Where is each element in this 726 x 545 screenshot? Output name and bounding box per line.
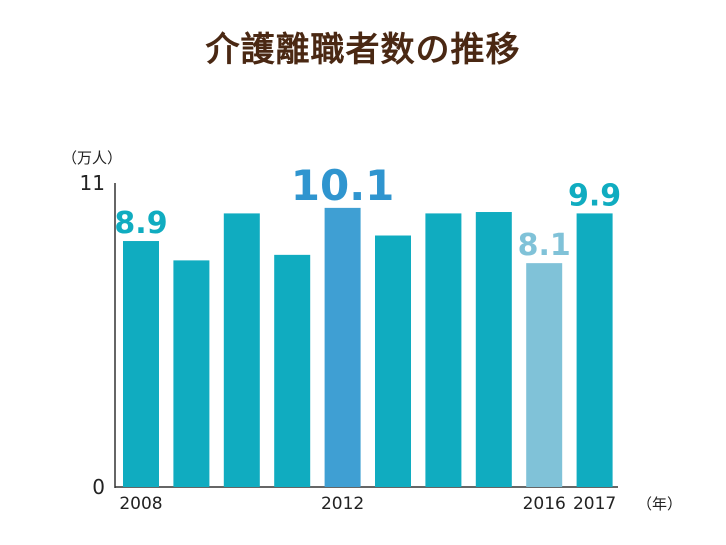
x-tick-label-2017: 2017 xyxy=(573,494,616,514)
bar-2016 xyxy=(526,263,563,487)
x-unit-label: （年） xyxy=(637,495,682,513)
data-label-2017: 9.9 xyxy=(568,178,621,213)
bar-2017 xyxy=(576,213,613,487)
bar-2012 xyxy=(324,207,361,487)
data-label-2012: 10.1 xyxy=(291,161,395,210)
bar-2011 xyxy=(274,254,311,487)
bar-2008 xyxy=(123,241,159,487)
y-tick-label: 0 xyxy=(92,475,105,499)
bar-2015 xyxy=(475,212,512,487)
chart-title: 介護離職者数の推移 xyxy=(205,30,521,70)
data-label-2016: 8.1 xyxy=(518,228,571,263)
bar-2014 xyxy=(425,213,462,487)
data-labels: 8.9 10.1 8.1 9.9 xyxy=(114,161,621,263)
bar-2010 xyxy=(223,213,260,487)
x-tick-label-2008: 2008 xyxy=(119,494,162,514)
x-tick-label-2012: 2012 xyxy=(321,494,364,514)
bar-2009 xyxy=(173,260,210,487)
bar-2013 xyxy=(375,235,411,487)
x-tick-labels: 2008 2012 2016 2017 xyxy=(119,494,616,514)
y-unit-label: （万人） xyxy=(62,149,122,167)
bars xyxy=(123,207,613,487)
y-tick-label: 11 xyxy=(80,171,105,195)
data-label-2008: 8.9 xyxy=(114,206,167,241)
x-tick-label-2016: 2016 xyxy=(523,494,566,514)
